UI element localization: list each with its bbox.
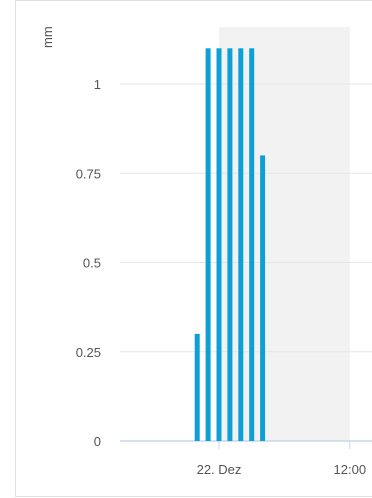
y-tick-label: 0.25 xyxy=(76,345,101,360)
y-tick-label: 0 xyxy=(94,434,101,449)
panel-border xyxy=(15,0,372,497)
y-tick-label: 0.75 xyxy=(76,166,101,181)
x-tick-label: 22. Dez xyxy=(197,462,242,477)
bar xyxy=(216,48,222,442)
y-tick-label: 1 xyxy=(94,77,101,92)
bar xyxy=(194,333,200,441)
x-tick-label: 12:00 xyxy=(334,462,367,477)
bar xyxy=(238,48,244,442)
bar xyxy=(249,48,255,442)
bar xyxy=(260,155,266,441)
y-axis-label: mm xyxy=(40,26,55,48)
bar xyxy=(205,48,211,442)
bar xyxy=(227,48,233,442)
y-tick-label: 0.5 xyxy=(83,256,101,271)
